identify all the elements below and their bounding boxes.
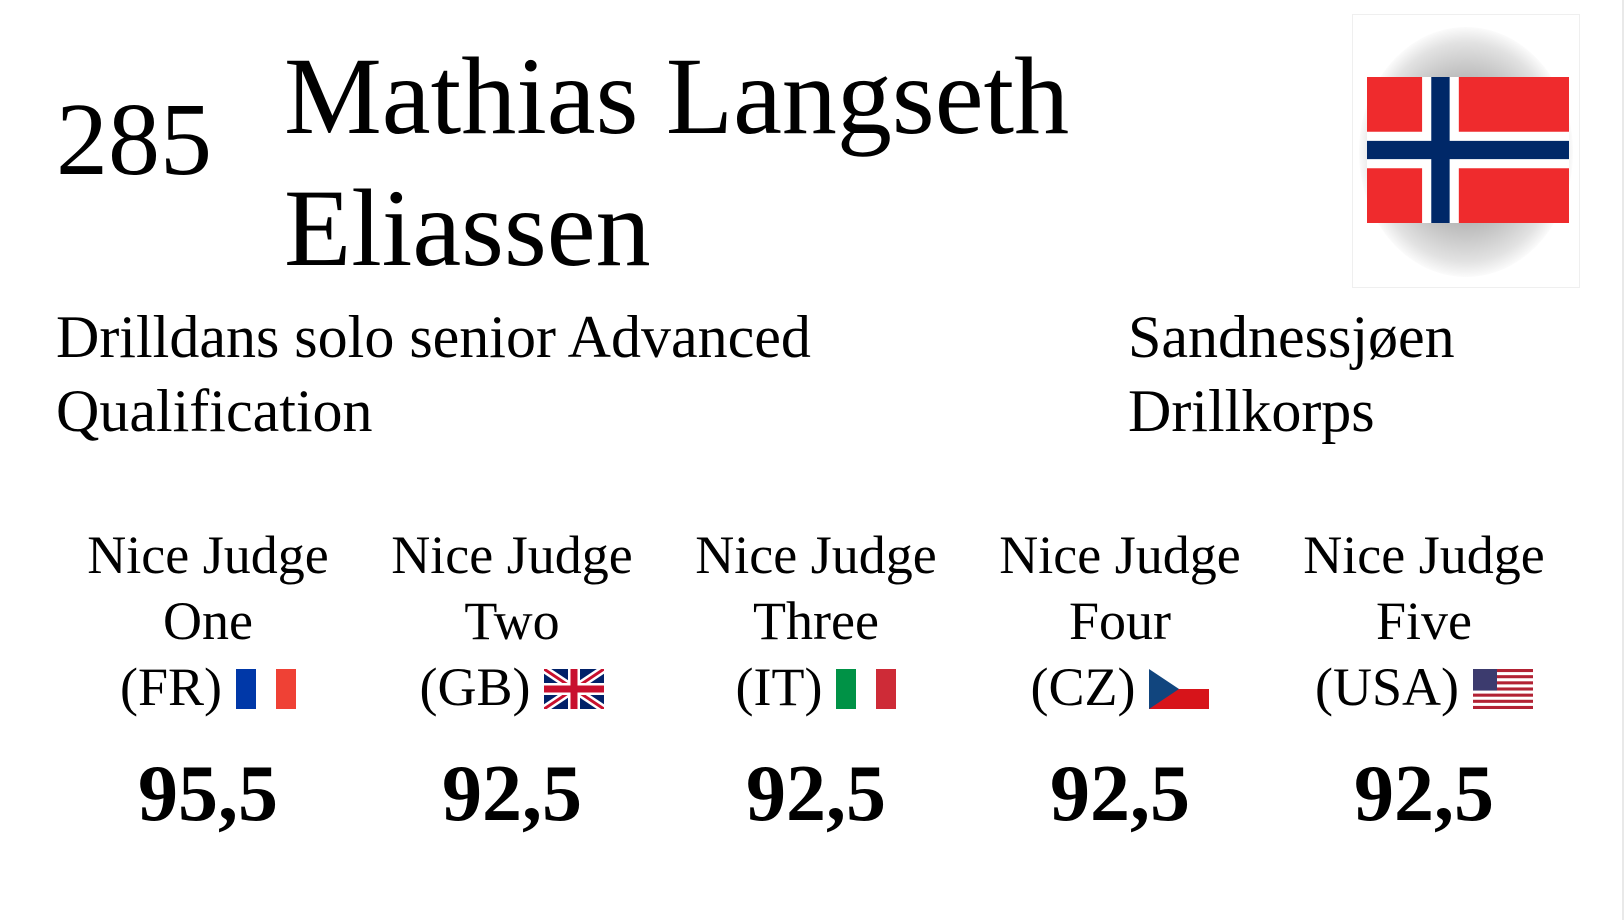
category-line1: Drilldans solo senior Advanced xyxy=(56,304,811,370)
italy-flag-icon xyxy=(836,668,897,709)
judge-country: (CZ) xyxy=(1030,657,1136,717)
judge-country-row: (IT) xyxy=(664,654,968,720)
athlete-name-line2: Eliassen xyxy=(284,167,651,289)
club: Sandnessjøen Drillkorps xyxy=(1128,300,1588,448)
judge-country: (USA) xyxy=(1315,657,1459,717)
judge-country-row: (GB) xyxy=(360,654,664,720)
judge-score: 92,5 xyxy=(746,750,886,838)
judge-4: Nice Judge Four (CZ) 92,5 xyxy=(968,522,1272,834)
category-line2: Qualification xyxy=(56,378,373,444)
uk-flag-icon xyxy=(544,668,605,709)
judge-name-line1: Nice Judge xyxy=(999,525,1241,585)
judge-country-row: (CZ) xyxy=(968,654,1272,720)
judge-score: 95,5 xyxy=(138,750,278,838)
judge-name-line2: Five xyxy=(1375,591,1472,651)
judge-country-row: (FR) xyxy=(56,654,360,720)
athlete-flag-panel xyxy=(1352,14,1580,288)
czech-flag-icon xyxy=(1149,668,1210,709)
club-line2: Drillkorps xyxy=(1128,378,1375,444)
judge-country: (FR) xyxy=(119,657,222,717)
france-flag-icon xyxy=(236,668,296,709)
club-line1: Sandnessjøen xyxy=(1128,304,1455,370)
athlete-name: Mathias Langseth Eliassen xyxy=(284,30,1224,294)
judge-3: Nice Judge Three (IT) 92,5 xyxy=(664,522,968,834)
judge-1: Nice Judge One (FR) 95,5 xyxy=(56,522,360,834)
judge-2: Nice Judge Two (GB) 92,5 xyxy=(360,522,664,834)
judge-name-line2: Three xyxy=(753,591,879,651)
judge-score: 92,5 xyxy=(442,750,582,838)
judge-name-line1: Nice Judge xyxy=(695,525,937,585)
usa-flag-icon xyxy=(1473,668,1533,709)
norway-flag-icon xyxy=(1367,77,1569,223)
judge-name-line1: Nice Judge xyxy=(391,525,633,585)
start-number: 285 xyxy=(56,82,212,197)
judge-5: Nice Judge Five (USA) 92,5 xyxy=(1272,522,1576,834)
judge-country: (IT) xyxy=(735,657,823,717)
scrollbar-edge xyxy=(1622,0,1624,920)
athlete-name-line1: Mathias Langseth xyxy=(284,35,1070,157)
judge-name-line2: One xyxy=(163,591,253,651)
category: Drilldans solo senior Advanced Qualifica… xyxy=(56,300,956,448)
judge-name-line2: Four xyxy=(1068,591,1171,651)
judge-score: 92,5 xyxy=(1354,750,1494,838)
judge-country: (GB) xyxy=(419,657,531,717)
judge-name-line2: Two xyxy=(464,591,560,651)
judge-name-line1: Nice Judge xyxy=(87,525,329,585)
judge-name-line1: Nice Judge xyxy=(1303,525,1545,585)
judge-score: 92,5 xyxy=(1050,750,1190,838)
judges-row: Nice Judge One (FR) 95,5 Nice Judge Two … xyxy=(56,522,1576,834)
judge-country-row: (USA) xyxy=(1272,654,1576,720)
